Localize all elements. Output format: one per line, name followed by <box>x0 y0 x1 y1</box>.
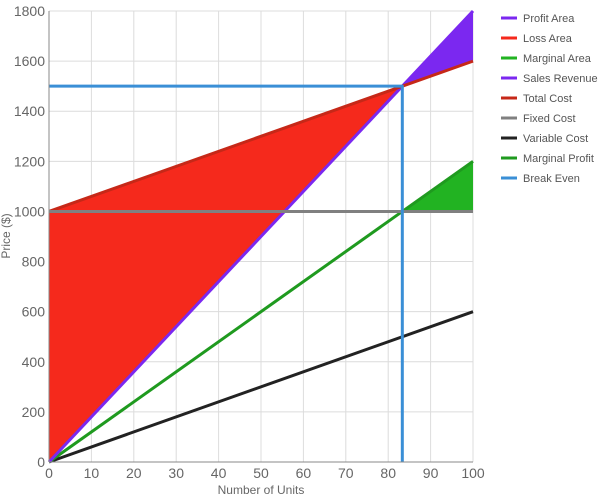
break-even-line <box>49 84 404 462</box>
y-axis-label: Price ($) <box>0 213 13 258</box>
y-tick-label: 600 <box>22 304 46 320</box>
x-axis-label: Number of Units <box>218 483 305 497</box>
x-tick-label: 70 <box>338 465 354 481</box>
x-tick-labels: 0 10 20 30 40 50 60 70 80 90 100 <box>45 465 485 481</box>
x-tick-label: 100 <box>461 465 485 481</box>
x-tick-label: 10 <box>84 465 100 481</box>
axes <box>48 11 473 463</box>
x-tick-label: 0 <box>45 465 53 481</box>
y-tick-label: 1000 <box>14 203 45 219</box>
y-tick-label: 800 <box>22 254 46 270</box>
y-tick-label: 1200 <box>14 153 45 169</box>
legend-item-marginal-profit: Marginal Profit <box>523 153 594 165</box>
x-tick-label: 50 <box>253 465 269 481</box>
legend-item-variable-cost: Variable Cost <box>523 133 588 145</box>
x-tick-label: 80 <box>380 465 396 481</box>
y-tick-label: 400 <box>22 354 46 370</box>
legend-item-profit-area: Profit Area <box>523 13 575 25</box>
y-tick-label: 1600 <box>14 53 45 69</box>
legend-item-sales-revenue: Sales Revenue <box>523 73 598 85</box>
legend-item-marginal-area: Marginal Area <box>523 53 592 65</box>
legend-item-loss-area: Loss Area <box>523 33 573 45</box>
x-tick-label: 20 <box>126 465 142 481</box>
y-tick-label: 200 <box>22 404 46 420</box>
x-tick-label: 40 <box>211 465 227 481</box>
x-tick-label: 30 <box>168 465 184 481</box>
y-tick-label: 1400 <box>14 103 45 119</box>
y-tick-label: 0 <box>37 454 45 470</box>
y-tick-label: 1800 <box>14 3 45 19</box>
x-tick-label: 90 <box>423 465 439 481</box>
legend-item-total-cost: Total Cost <box>523 93 572 105</box>
legend: Profit Area Loss Area Marginal Area Sales R… <box>501 13 598 185</box>
series-lines <box>47 9 475 464</box>
legend-item-break-even: Break Even <box>523 173 580 185</box>
legend-item-fixed-cost: Fixed Cost <box>523 113 576 125</box>
y-tick-labels: 0 200 400 600 800 1000 1200 1400 1600 1800 <box>14 3 45 470</box>
x-tick-label: 60 <box>296 465 312 481</box>
